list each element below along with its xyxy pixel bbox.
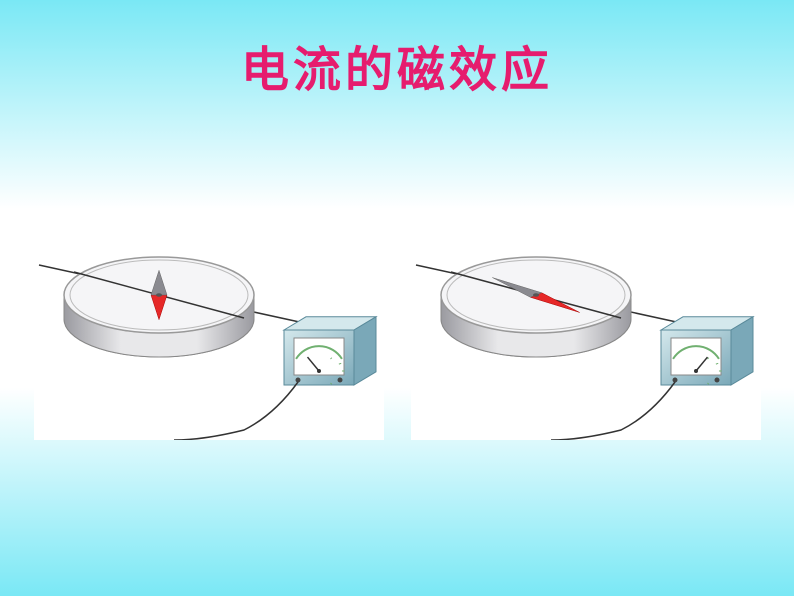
diagram-panel-left [34, 210, 384, 440]
oersted-diagram-left [34, 210, 384, 440]
page-title: 电流的磁效应 [0, 0, 794, 100]
oersted-diagram-right [411, 210, 761, 440]
diagram-row [0, 210, 794, 440]
diagram-panel-right [411, 210, 761, 440]
